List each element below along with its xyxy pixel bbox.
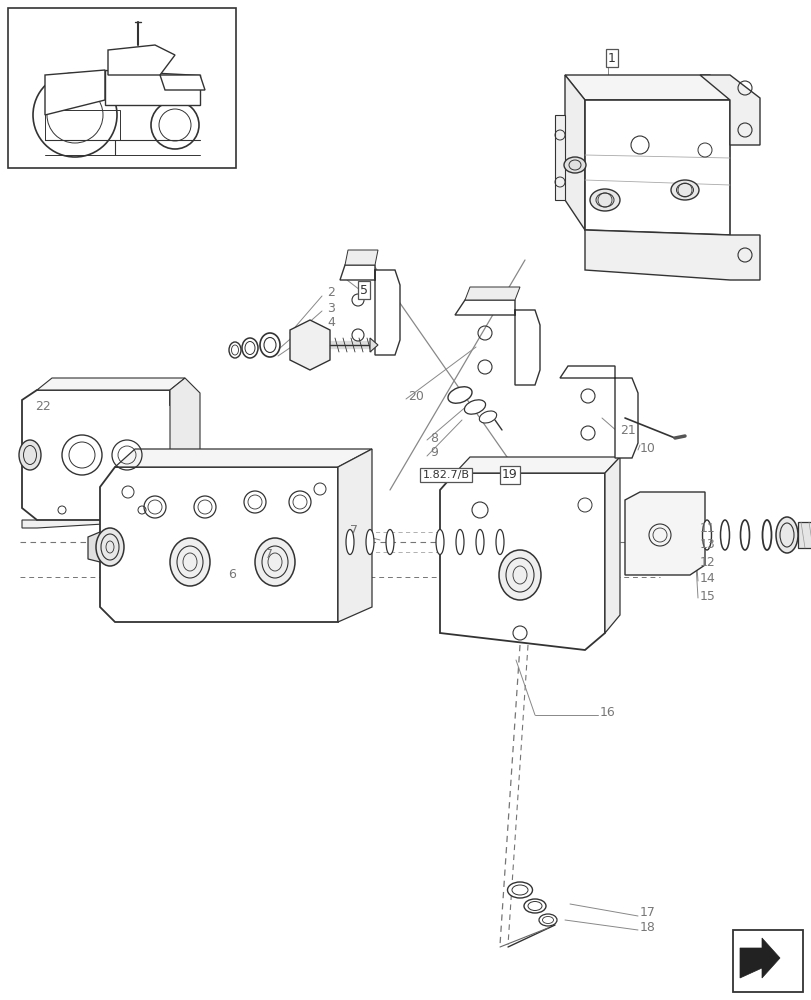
- Polygon shape: [564, 75, 729, 100]
- Text: 10: 10: [639, 442, 655, 454]
- Text: 3: 3: [327, 302, 334, 314]
- Ellipse shape: [464, 400, 485, 414]
- Polygon shape: [169, 378, 200, 508]
- Ellipse shape: [475, 530, 483, 554]
- Polygon shape: [564, 75, 584, 230]
- Ellipse shape: [740, 520, 749, 550]
- Ellipse shape: [456, 530, 463, 554]
- Ellipse shape: [539, 914, 556, 926]
- Polygon shape: [45, 110, 120, 140]
- Polygon shape: [554, 115, 564, 200]
- Polygon shape: [337, 449, 371, 622]
- Text: 18: 18: [639, 921, 655, 934]
- Polygon shape: [160, 75, 204, 90]
- Polygon shape: [699, 75, 759, 145]
- Text: 19: 19: [501, 468, 517, 482]
- Polygon shape: [739, 938, 779, 978]
- Text: 7: 7: [350, 524, 358, 536]
- Text: 11: 11: [699, 522, 714, 534]
- Polygon shape: [88, 532, 100, 562]
- Text: 13: 13: [699, 538, 714, 552]
- Text: 1.82.7/B: 1.82.7/B: [422, 470, 469, 480]
- Polygon shape: [454, 457, 620, 473]
- Text: 2: 2: [327, 286, 334, 300]
- Polygon shape: [604, 457, 620, 633]
- Ellipse shape: [496, 530, 504, 554]
- Text: 15: 15: [699, 589, 715, 602]
- Ellipse shape: [507, 882, 532, 898]
- Polygon shape: [290, 320, 329, 370]
- Text: 22: 22: [35, 399, 50, 412]
- Ellipse shape: [719, 520, 728, 550]
- Polygon shape: [45, 70, 105, 115]
- Polygon shape: [584, 230, 759, 280]
- Text: 9: 9: [430, 446, 437, 460]
- Ellipse shape: [590, 189, 620, 211]
- Polygon shape: [440, 473, 604, 650]
- Text: 8: 8: [430, 432, 437, 444]
- Ellipse shape: [385, 530, 393, 554]
- Ellipse shape: [229, 342, 241, 358]
- Polygon shape: [584, 100, 729, 235]
- Ellipse shape: [478, 411, 496, 423]
- Text: 5: 5: [359, 284, 367, 296]
- Text: 12: 12: [699, 556, 714, 568]
- Ellipse shape: [366, 530, 374, 554]
- Ellipse shape: [523, 899, 545, 913]
- Polygon shape: [454, 300, 539, 385]
- Text: 16: 16: [599, 706, 615, 718]
- Text: 6: 6: [228, 568, 235, 580]
- Ellipse shape: [702, 520, 710, 550]
- Polygon shape: [115, 449, 371, 467]
- Text: 4: 4: [327, 316, 334, 330]
- Polygon shape: [37, 378, 185, 390]
- Polygon shape: [100, 467, 337, 622]
- Ellipse shape: [19, 440, 41, 470]
- Ellipse shape: [260, 333, 280, 357]
- Text: 20: 20: [407, 390, 423, 403]
- Ellipse shape: [345, 530, 354, 554]
- Text: 1: 1: [607, 52, 616, 65]
- Ellipse shape: [255, 538, 294, 586]
- Ellipse shape: [96, 528, 124, 566]
- Text: 7: 7: [264, 548, 272, 562]
- Ellipse shape: [448, 387, 471, 403]
- Ellipse shape: [436, 530, 444, 554]
- Ellipse shape: [242, 338, 258, 358]
- Text: 14: 14: [699, 572, 714, 585]
- Bar: [8, 8, 236, 168]
- Polygon shape: [105, 70, 200, 105]
- Ellipse shape: [775, 517, 797, 553]
- Bar: [732, 930, 802, 992]
- Ellipse shape: [670, 180, 698, 200]
- Polygon shape: [108, 45, 175, 75]
- Polygon shape: [797, 522, 811, 548]
- Polygon shape: [345, 250, 378, 265]
- Polygon shape: [465, 287, 519, 300]
- Polygon shape: [370, 338, 378, 352]
- Polygon shape: [624, 492, 704, 575]
- Polygon shape: [340, 265, 400, 355]
- Polygon shape: [560, 366, 637, 458]
- Polygon shape: [22, 508, 169, 528]
- Ellipse shape: [499, 550, 540, 600]
- Text: 17: 17: [639, 906, 655, 919]
- Polygon shape: [22, 390, 187, 520]
- Ellipse shape: [762, 520, 770, 550]
- Text: 21: 21: [620, 424, 635, 436]
- Ellipse shape: [564, 157, 586, 173]
- Ellipse shape: [169, 538, 210, 586]
